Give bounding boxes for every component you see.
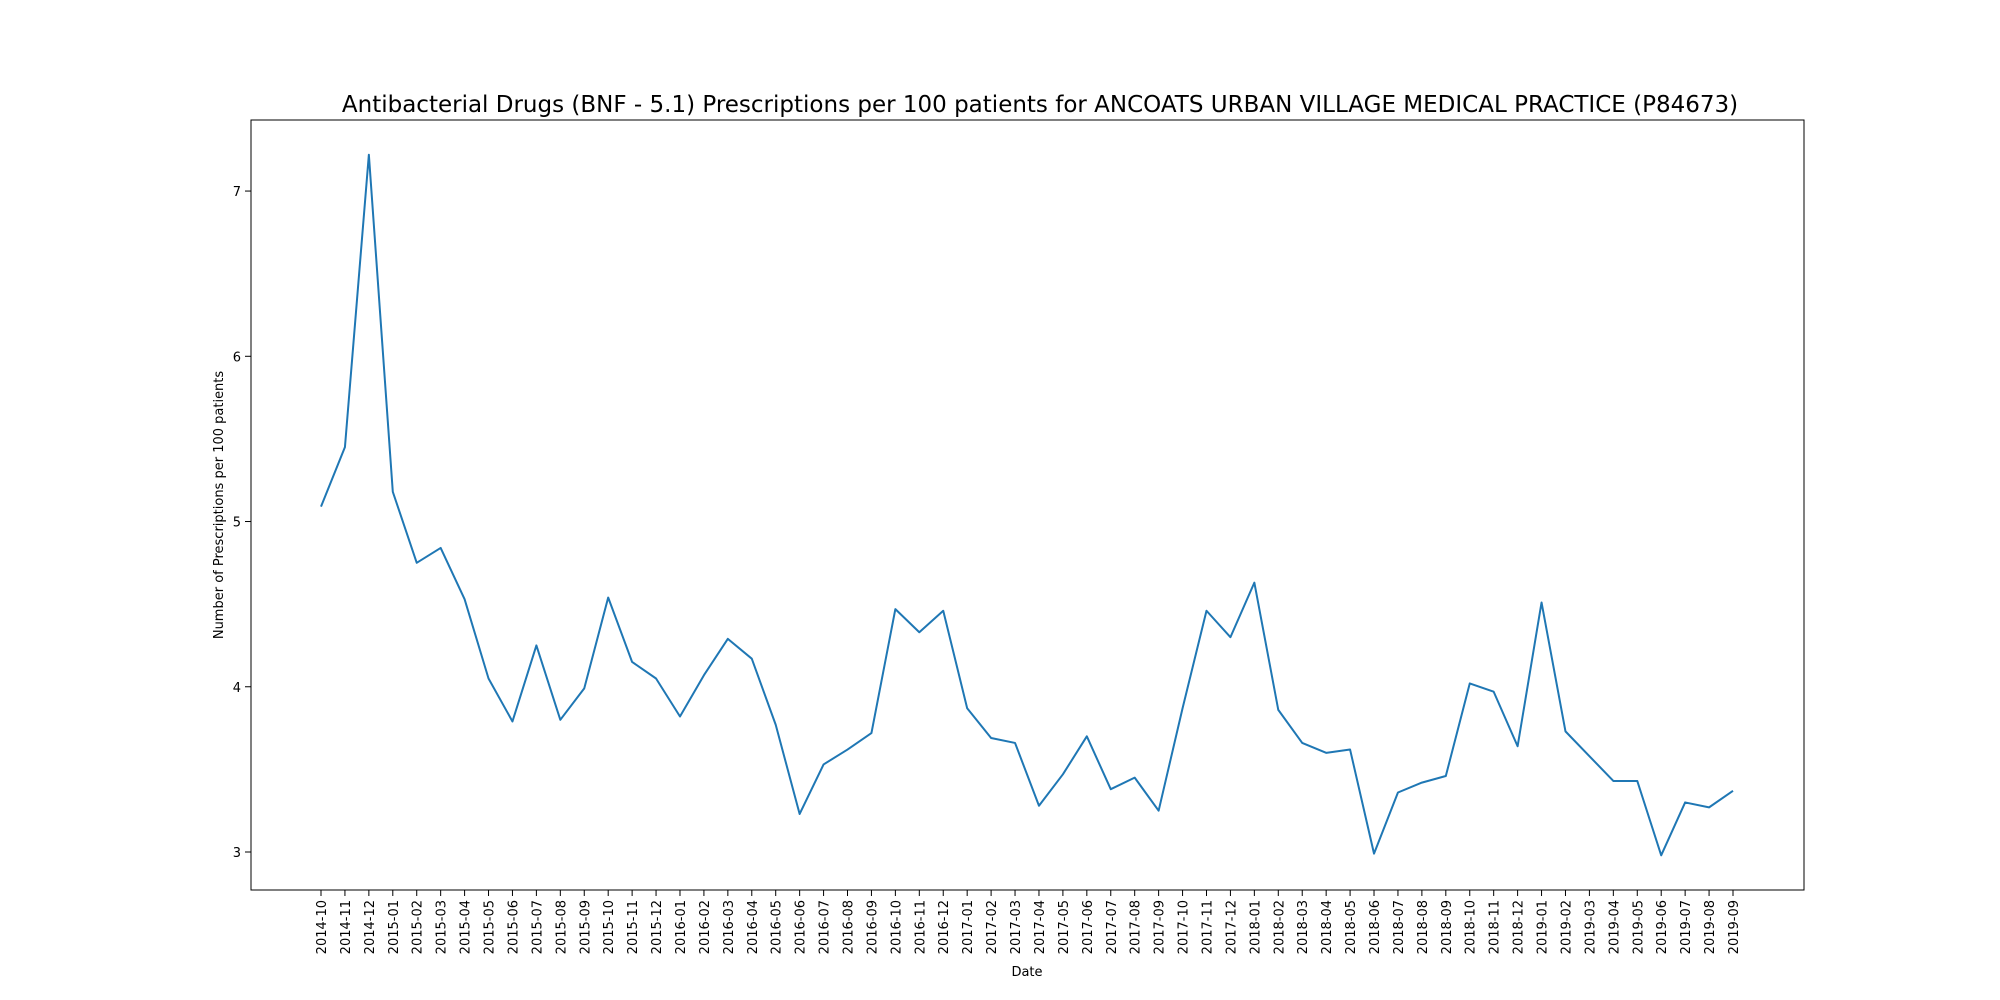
x-tick-label: 2014-12 (363, 900, 378, 954)
x-tick-label: 2018-06 (1368, 900, 1383, 954)
x-tick-label: 2017-08 (1129, 900, 1144, 954)
x-tick-label: 2016-08 (842, 900, 857, 954)
x-tick-label: 2019-09 (1727, 900, 1742, 954)
y-axis-label: Number of Prescriptions per 100 patients (212, 371, 227, 640)
x-tick-label: 2016-03 (722, 900, 737, 954)
x-tick-label: 2019-06 (1655, 900, 1670, 954)
x-tick-label: 2018-05 (1344, 900, 1359, 954)
x-tick-label: 2017-07 (1105, 900, 1120, 954)
x-tick-label: 2019-01 (1536, 900, 1551, 954)
x-tick-label: 2015-01 (387, 900, 402, 954)
y-tick-label: 4 (233, 681, 241, 696)
x-tick-label: 2017-05 (1057, 900, 1072, 954)
x-tick-label: 2018-10 (1464, 900, 1479, 954)
x-tick-label: 2016-04 (746, 900, 761, 954)
y-tick-label: 6 (233, 350, 241, 365)
x-tick-label: 2016-11 (913, 900, 928, 954)
series-line (320, 153, 1734, 857)
x-tick-label: 2016-07 (818, 900, 833, 954)
x-tick-label: 2016-12 (937, 900, 952, 954)
x-tick-label: 2018-03 (1296, 900, 1311, 954)
x-tick-label: 2015-08 (554, 900, 569, 954)
plot-frame (250, 119, 1805, 891)
x-tick-label: 2016-05 (770, 900, 785, 954)
x-tick-label: 2017-02 (985, 900, 1000, 954)
chart-title: Antibacterial Drugs (BNF - 5.1) Prescrip… (342, 92, 1738, 118)
x-tick-label: 2019-04 (1607, 900, 1622, 954)
x-tick-label: 2017-09 (1153, 900, 1168, 954)
x-tick-label: 2017-03 (1009, 900, 1024, 954)
x-tick-label: 2018-12 (1512, 900, 1527, 954)
x-tick-label: 2015-12 (650, 900, 665, 954)
x-tick-label: 2016-06 (794, 900, 809, 954)
x-tick-label: 2018-08 (1416, 900, 1431, 954)
x-tick-label: 2017-06 (1081, 900, 1096, 954)
x-tick-label: 2015-05 (483, 900, 498, 954)
x-tick-label: 2019-02 (1559, 900, 1574, 954)
x-tick-label: 2015-02 (411, 900, 426, 954)
x-tick-label: 2016-01 (674, 900, 689, 954)
x-tick-label: 2017-11 (1200, 900, 1215, 954)
x-tick-label: 2018-09 (1440, 900, 1455, 954)
x-tick-label: 2017-10 (1177, 900, 1192, 954)
x-tick-label: 2019-03 (1583, 900, 1598, 954)
x-tick-label: 2015-10 (602, 900, 617, 954)
x-tick-label: 2014-11 (339, 900, 354, 954)
x-tick-label: 2019-05 (1631, 900, 1646, 954)
x-tick-label: 2019-08 (1703, 900, 1718, 954)
x-tick-label: 2018-02 (1272, 900, 1287, 954)
x-axis-label: Date (1011, 965, 1042, 980)
x-tick-label: 2016-02 (698, 900, 713, 954)
y-tick-label: 3 (233, 846, 241, 861)
x-tick-label: 2015-04 (459, 900, 474, 954)
x-tick-label: 2018-01 (1248, 900, 1263, 954)
x-tick-label: 2014-10 (315, 900, 330, 954)
x-tick-label: 2018-11 (1488, 900, 1503, 954)
x-tick-label: 2015-09 (578, 900, 593, 954)
x-tick-label: 2018-07 (1392, 900, 1407, 954)
x-tick-label: 2017-12 (1224, 900, 1239, 954)
series-layer (320, 153, 1734, 857)
x-tick-label: 2015-11 (626, 900, 641, 954)
x-tick-label: 2015-06 (506, 900, 521, 954)
x-tick-label: 2019-07 (1679, 900, 1694, 954)
x-tick-label: 2015-03 (435, 900, 450, 954)
y-tick-label: 7 (233, 185, 241, 200)
x-tick-label: 2015-07 (530, 900, 545, 954)
x-tick-label: 2016-09 (865, 900, 880, 954)
x-tick-label: 2017-01 (961, 900, 976, 954)
x-tick-label: 2017-04 (1033, 900, 1048, 954)
axis-ticks: 3 4 5 6 7 2014-10 2014-11 2014-12 2015-01 2015-02… (233, 185, 1742, 954)
x-tick-label: 2016-10 (889, 900, 904, 954)
x-tick-label: 2018-04 (1320, 900, 1335, 954)
y-tick-label: 5 (233, 516, 241, 531)
